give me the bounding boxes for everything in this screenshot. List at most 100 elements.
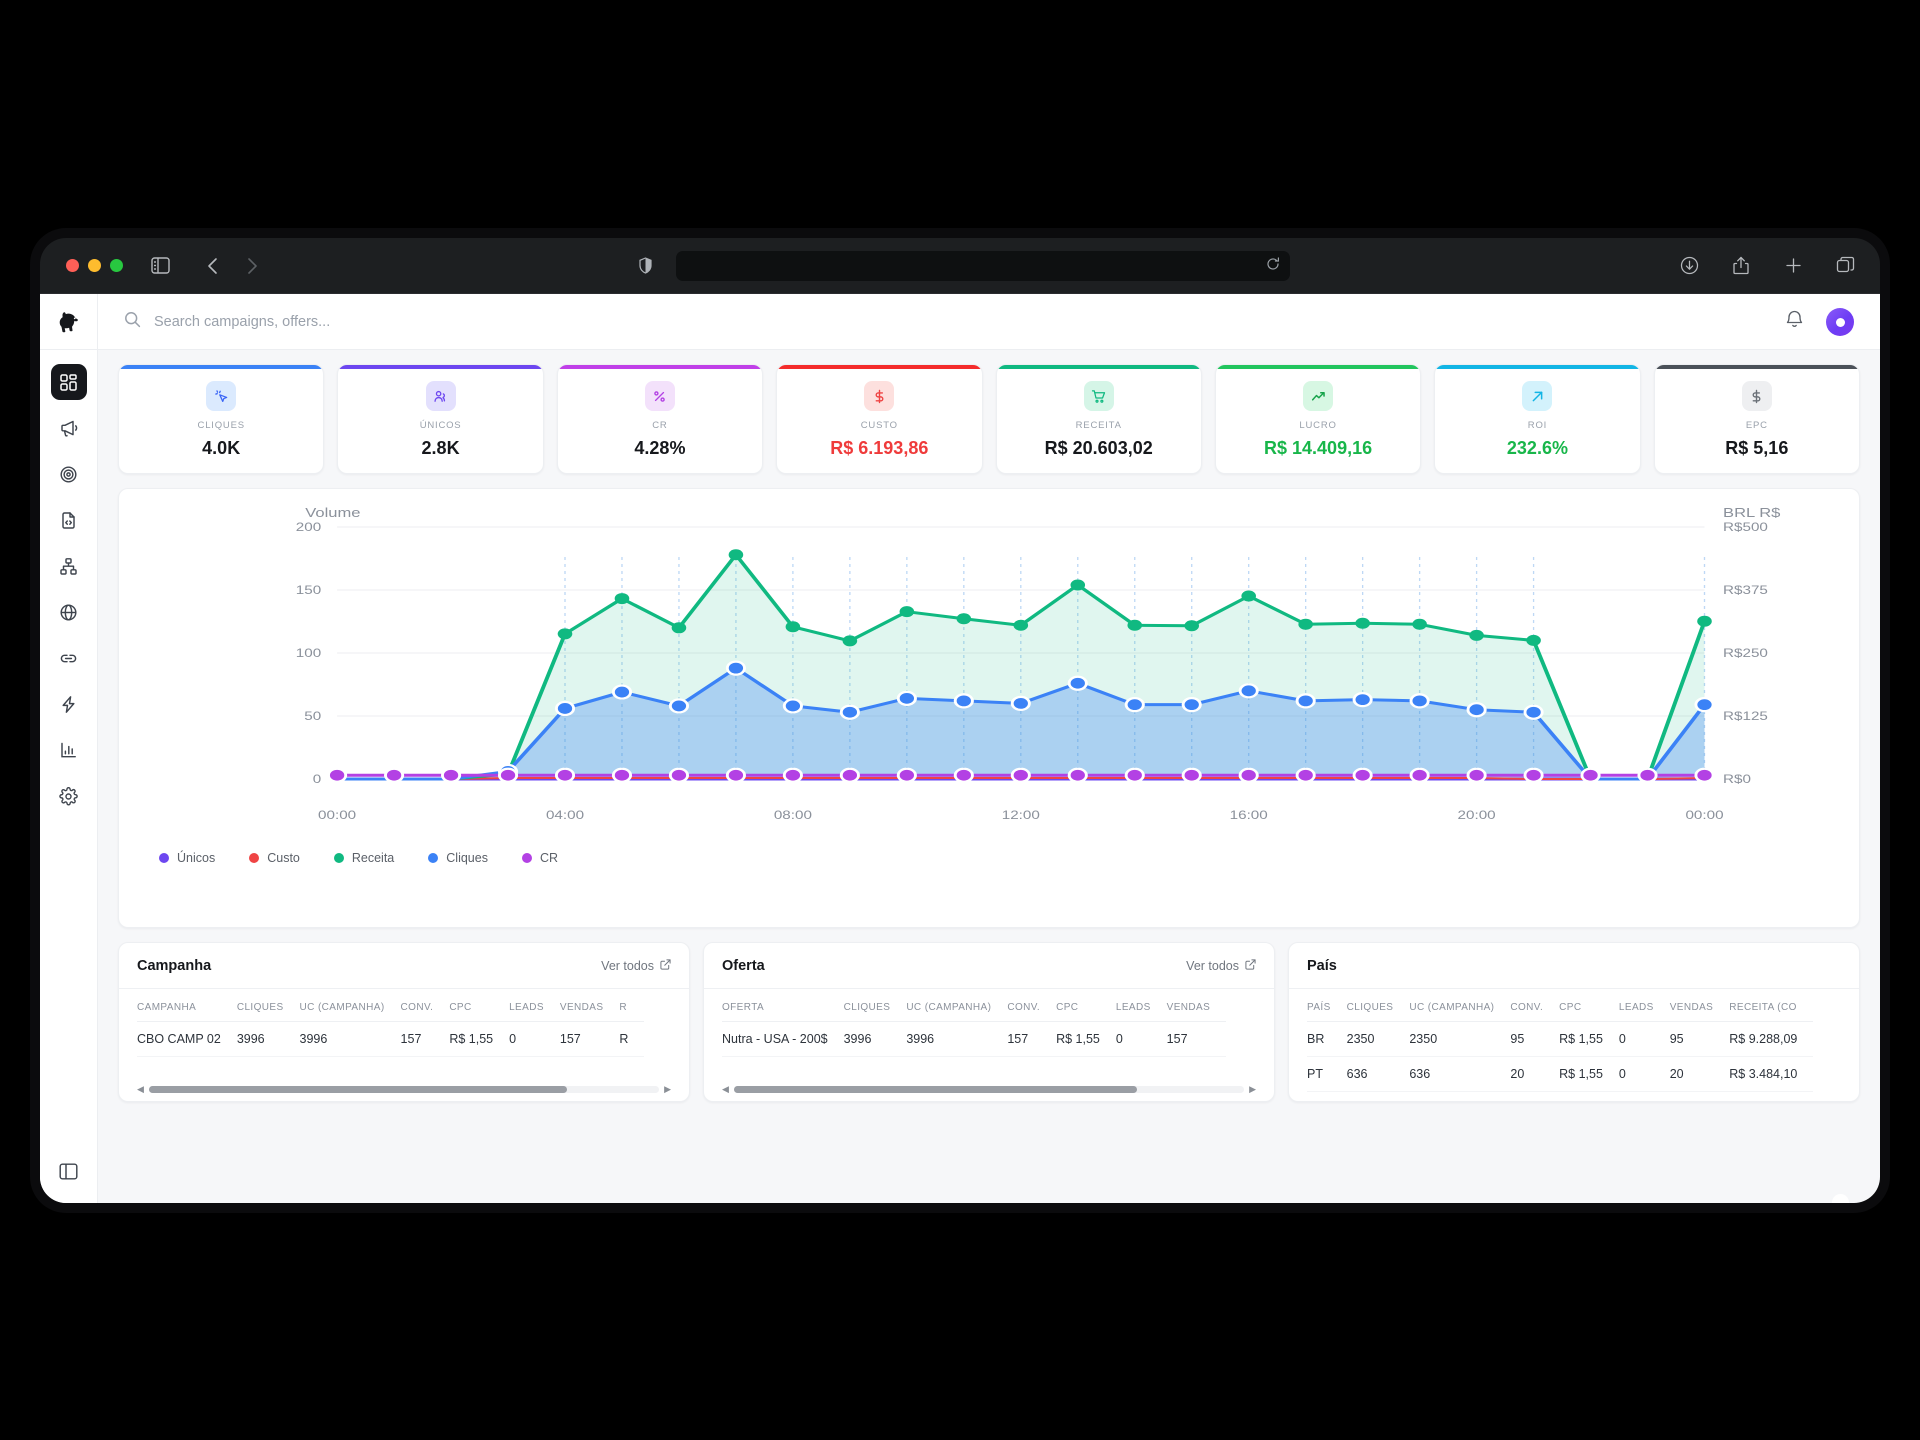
- data-point-cliques[interactable]: [1409, 693, 1430, 709]
- close-window-button[interactable]: [66, 259, 79, 272]
- table-column-header[interactable]: CONV.: [1007, 989, 1057, 1022]
- table-column-header[interactable]: RECEITA (CO: [1729, 989, 1814, 1022]
- table-column-header[interactable]: CAMPANHA: [137, 989, 237, 1022]
- data-point-cr[interactable]: [1010, 767, 1031, 783]
- data-point-cr[interactable]: [1124, 767, 1145, 783]
- sidebar-item-automations[interactable]: [51, 686, 87, 722]
- data-point-receita[interactable]: [1184, 620, 1200, 632]
- data-point-cr[interactable]: [1466, 767, 1487, 783]
- data-point-receita[interactable]: [899, 606, 915, 618]
- minimize-window-button[interactable]: [88, 259, 101, 272]
- table-column-header[interactable]: UC (CAMPANHA): [906, 989, 1008, 1022]
- back-icon[interactable]: [197, 251, 227, 281]
- table-column-header[interactable]: CLIQUES: [1346, 989, 1410, 1022]
- data-point-cr[interactable]: [1295, 767, 1316, 783]
- data-point-receita[interactable]: [1355, 617, 1370, 629]
- kpi-card-lucro[interactable]: LUCRO R$ 14.409,16: [1214, 364, 1422, 474]
- chart-plot-area[interactable]: Volume BRL R$ 0 50 100 150 200 R$0 R$125 R$250 R$3…: [141, 505, 1837, 835]
- scrollbar-thumb[interactable]: [148, 1085, 568, 1093]
- data-point-cliques[interactable]: [1181, 697, 1202, 713]
- table-row[interactable]: Nutra - USA - 200$ 3996 3996 157 R$ 1,55 0 157: [722, 1021, 1227, 1057]
- data-point-receita[interactable]: [785, 621, 801, 633]
- legend-item-receita[interactable]: Receita: [333, 851, 394, 865]
- legend-item-cr[interactable]: CR: [521, 851, 558, 865]
- legend-item-únicos[interactable]: Únicos: [159, 851, 215, 865]
- data-point-cliques[interactable]: [1067, 675, 1088, 691]
- table-column-header[interactable]: CLIQUES: [843, 989, 907, 1022]
- table-row[interactable]: CBO CAMP 02 3996 3996 157 R$ 1,55 0 157 R: [137, 1021, 645, 1057]
- sidebar-item-campaigns[interactable]: [51, 410, 87, 446]
- data-point-cr[interactable]: [327, 767, 348, 783]
- data-point-cliques[interactable]: [668, 698, 690, 714]
- data-point-receita[interactable]: [557, 628, 573, 640]
- data-point-cr[interactable]: [668, 767, 690, 783]
- download-icon[interactable]: [1674, 251, 1704, 281]
- sidebar-item-pages[interactable]: [51, 502, 87, 538]
- legend-item-cliques[interactable]: Cliques: [428, 851, 488, 865]
- data-point-receita[interactable]: [1070, 579, 1086, 591]
- table-column-header[interactable]: CONV.: [1510, 989, 1560, 1022]
- data-point-cr[interactable]: [497, 767, 519, 783]
- table-row[interactable]: PT 636 636 20 R$ 1,55 0 20 R$ 3.484,10: [1307, 1056, 1814, 1092]
- data-point-cliques[interactable]: [1124, 697, 1145, 713]
- table-column-header[interactable]: CPC: [1056, 989, 1116, 1022]
- data-point-cliques[interactable]: [611, 684, 633, 700]
- data-point-receita[interactable]: [1241, 590, 1256, 602]
- data-point-receita[interactable]: [728, 549, 744, 561]
- data-point-cliques[interactable]: [1010, 695, 1031, 711]
- table-scroll-region[interactable]: PAÍS CLIQUES UC (CAMPANHA) CONV. CPC LEADS VEN…: [1289, 989, 1859, 1101]
- table-column-header[interactable]: CPC: [1559, 989, 1619, 1022]
- horizontal-scrollbar[interactable]: ◀ ▶: [137, 1084, 671, 1094]
- share-icon[interactable]: [1726, 251, 1756, 281]
- data-point-cr[interactable]: [953, 767, 974, 783]
- address-bar[interactable]: [676, 250, 1290, 281]
- data-point-cr[interactable]: [1238, 767, 1259, 783]
- data-point-cliques[interactable]: [1694, 697, 1715, 713]
- data-point-receita[interactable]: [1127, 619, 1143, 631]
- data-point-cr[interactable]: [1067, 767, 1088, 783]
- table-column-header[interactable]: R: [619, 989, 645, 1022]
- data-point-cliques[interactable]: [782, 698, 803, 714]
- data-point-cr[interactable]: [384, 767, 405, 783]
- data-point-cliques[interactable]: [1466, 702, 1487, 718]
- collapse-sidebar-button[interactable]: [51, 1153, 87, 1189]
- tab-overview-icon[interactable]: [1830, 251, 1860, 281]
- table-column-header[interactable]: UC (CAMPANHA): [299, 989, 401, 1022]
- data-point-cr[interactable]: [1181, 767, 1202, 783]
- sidebar-item-targets[interactable]: [51, 456, 87, 492]
- table-column-header[interactable]: CONV.: [400, 989, 450, 1022]
- table-column-header[interactable]: VENDAS: [1669, 989, 1730, 1022]
- data-point-receita[interactable]: [1298, 618, 1313, 630]
- search-area[interactable]: [98, 311, 1785, 333]
- legend-item-custo[interactable]: Custo: [249, 851, 300, 865]
- data-point-cr[interactable]: [1409, 767, 1430, 783]
- data-point-receita[interactable]: [614, 593, 630, 605]
- scroll-left-arrow[interactable]: ◀: [137, 1083, 144, 1094]
- data-point-cliques[interactable]: [896, 690, 917, 706]
- data-point-cliques[interactable]: [725, 660, 746, 676]
- data-point-cliques[interactable]: [1295, 693, 1316, 709]
- new-tab-icon[interactable]: [1778, 251, 1808, 281]
- data-point-receita[interactable]: [1469, 629, 1484, 641]
- data-point-receita[interactable]: [1697, 615, 1712, 627]
- data-point-cr[interactable]: [1637, 767, 1658, 783]
- sidebar-item-links[interactable]: [51, 640, 87, 676]
- kpi-card-nicos[interactable]: ÚNICOS 2.8K: [337, 364, 544, 474]
- table-scroll-region[interactable]: CAMPANHA CLIQUES UC (CAMPANHA) CONV. CPC LEAD…: [119, 989, 689, 1101]
- kpi-card-roi[interactable]: ROI 232.6%: [1434, 364, 1641, 474]
- shield-icon[interactable]: [630, 251, 660, 281]
- table-row[interactable]: BR 2350 2350 95 R$ 1,55 0 95 R$ 9.288,09: [1307, 1021, 1814, 1057]
- data-point-cr[interactable]: [725, 767, 746, 783]
- kpi-card-cliques[interactable]: CLIQUES 4.0K: [118, 364, 325, 474]
- table-column-header[interactable]: CPC: [449, 989, 510, 1022]
- data-point-cr[interactable]: [554, 767, 576, 783]
- reload-icon[interactable]: [1266, 257, 1280, 274]
- kpi-card-epc[interactable]: EPC R$ 5,16: [1653, 364, 1860, 474]
- scrollbar-thumb[interactable]: [733, 1085, 1137, 1093]
- kpi-card-cr[interactable]: CR 4.28%: [556, 364, 764, 474]
- data-point-cliques[interactable]: [839, 704, 860, 720]
- search-input[interactable]: [154, 313, 554, 330]
- scroll-left-arrow[interactable]: ◀: [722, 1083, 729, 1094]
- scroll-right-arrow[interactable]: ▶: [1249, 1083, 1256, 1094]
- data-point-cr[interactable]: [440, 767, 462, 783]
